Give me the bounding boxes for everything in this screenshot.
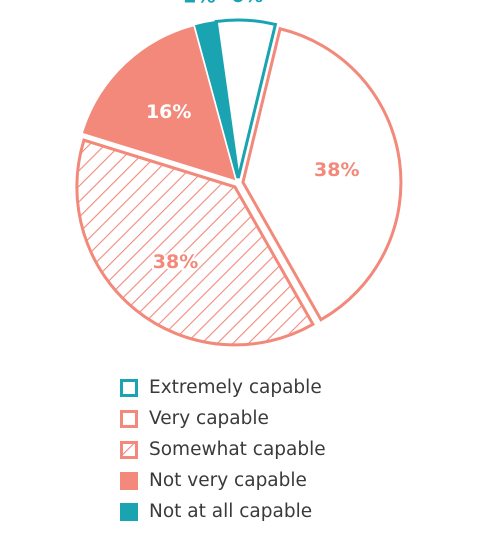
slice-value-label: 38% xyxy=(153,251,198,273)
pie-slice-extremely-capable xyxy=(214,18,278,179)
swatch-fill-salmon xyxy=(120,471,138,490)
pie-slice-very-capable xyxy=(241,26,403,322)
legend-item-extremely-capable: Extremely capable xyxy=(120,372,326,403)
legend-item-somewhat-capable: Somewhat capable xyxy=(120,434,326,465)
legend-label: Extremely capable xyxy=(149,377,322,398)
pie-slice-somewhat-capable xyxy=(75,138,315,347)
legend-item-not-very-capable: Not very capable xyxy=(120,465,326,496)
swatch-fill-teal xyxy=(120,502,138,521)
legend: Extremely capable Very capable Somewhat … xyxy=(120,372,326,527)
pie-chart: 6% 38% 38% 16% 2% xyxy=(75,0,403,347)
swatch-outline-teal xyxy=(120,378,138,397)
legend-label: Very capable xyxy=(149,408,269,429)
slice-value-label: 38% xyxy=(314,159,359,181)
legend-item-very-capable: Very capable xyxy=(120,403,326,434)
slice-value-label: 6% xyxy=(231,0,263,7)
legend-label: Not at all capable xyxy=(149,501,313,522)
pie-slice-not-at-all-capable xyxy=(194,21,238,179)
pie-slice-not-very-capable xyxy=(82,26,236,181)
legend-item-not-at-all-capable: Not at all capable xyxy=(120,496,326,527)
swatch-hatch-salmon xyxy=(120,440,138,459)
swatch-outline-salmon xyxy=(120,409,138,428)
slice-value-label: 2% xyxy=(183,0,215,8)
slice-value-label: 16% xyxy=(146,101,191,123)
legend-label: Not very capable xyxy=(149,470,307,491)
legend-label: Somewhat capable xyxy=(149,439,326,460)
